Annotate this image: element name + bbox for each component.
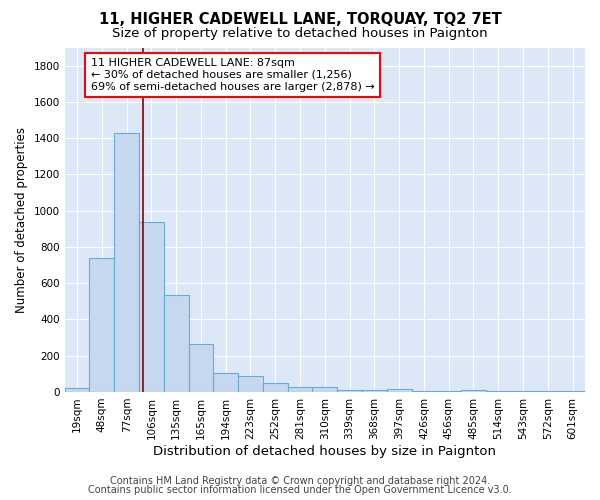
Bar [511, 391, 535, 392]
Bar [114, 132, 139, 392]
Bar [287, 387, 313, 392]
Bar [461, 390, 486, 392]
Bar [139, 222, 164, 392]
Text: Contains HM Land Registry data © Crown copyright and database right 2024.: Contains HM Land Registry data © Crown c… [110, 476, 490, 486]
Text: 11 HIGHER CADEWELL LANE: 87sqm
← 30% of detached houses are smaller (1,256)
69% : 11 HIGHER CADEWELL LANE: 87sqm ← 30% of … [91, 58, 374, 92]
Bar [313, 387, 337, 392]
Bar [436, 391, 461, 392]
Bar [263, 384, 287, 392]
X-axis label: Distribution of detached houses by size in Paignton: Distribution of detached houses by size … [154, 444, 496, 458]
Text: 11, HIGHER CADEWELL LANE, TORQUAY, TQ2 7ET: 11, HIGHER CADEWELL LANE, TORQUAY, TQ2 7… [98, 12, 502, 28]
Bar [362, 390, 387, 392]
Bar [188, 344, 214, 392]
Bar [214, 373, 238, 392]
Bar [535, 391, 560, 392]
Text: Contains public sector information licensed under the Open Government Licence v3: Contains public sector information licen… [88, 485, 512, 495]
Y-axis label: Number of detached properties: Number of detached properties [15, 126, 28, 312]
Bar [164, 295, 188, 392]
Bar [560, 391, 585, 392]
Text: Size of property relative to detached houses in Paignton: Size of property relative to detached ho… [112, 28, 488, 40]
Bar [89, 258, 114, 392]
Bar [238, 376, 263, 392]
Bar [387, 389, 412, 392]
Bar [65, 388, 89, 392]
Bar [337, 390, 362, 392]
Bar [486, 391, 511, 392]
Bar [412, 391, 436, 392]
